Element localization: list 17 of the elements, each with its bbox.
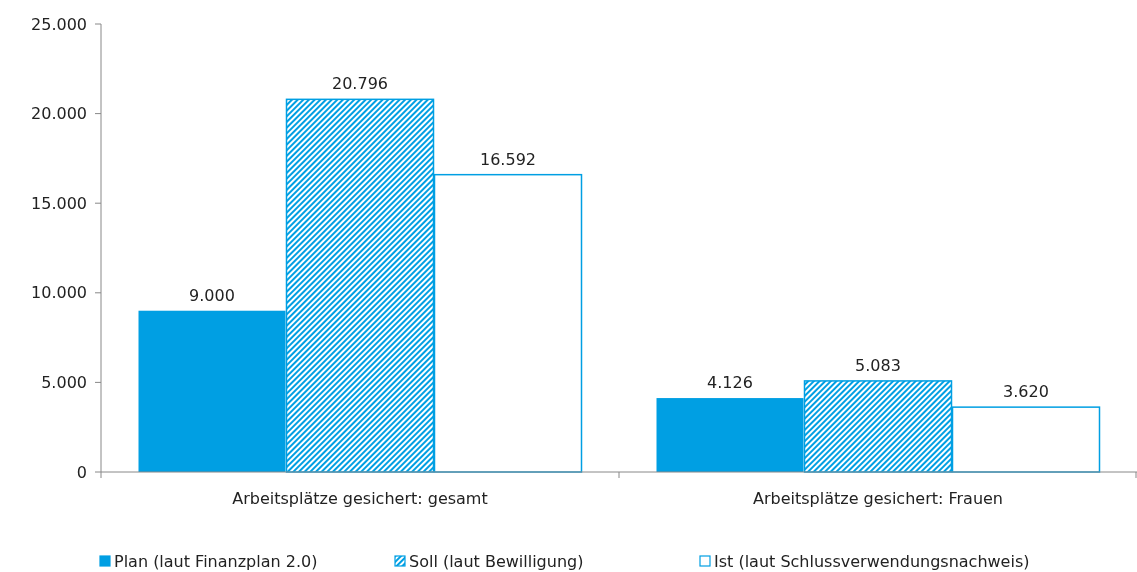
x-tick-label: Arbeitsplätze gesichert: gesamt <box>232 489 488 508</box>
legend-label: Soll (laut Bewilligung) <box>409 551 584 571</box>
y-tick-label: 5.000 <box>41 373 87 392</box>
legend-label: Ist (laut Schlussverwendungsnachweis) <box>714 551 1030 571</box>
y-tick-label: 20.000 <box>31 104 87 124</box>
data-label: 5.083 <box>855 355 901 375</box>
y-tick-label: 10.000 <box>31 283 87 303</box>
data-label: 9.000 <box>189 285 235 305</box>
y-tick-label: 25.000 <box>31 14 87 34</box>
legend-label: Plan (laut Finanzplan 2.0) <box>114 551 318 571</box>
data-label: 3.620 <box>1003 382 1049 402</box>
y-tick-label: 0 <box>76 462 87 482</box>
x-tick-label: Arbeitsplätze gesichert: Frauen <box>752 489 1004 508</box>
data-label: 20.796 <box>332 74 388 94</box>
y-tick-label: 15.000 <box>31 193 87 213</box>
data-label: 4.126 <box>707 373 753 393</box>
data-label: 16.592 <box>480 149 536 169</box>
